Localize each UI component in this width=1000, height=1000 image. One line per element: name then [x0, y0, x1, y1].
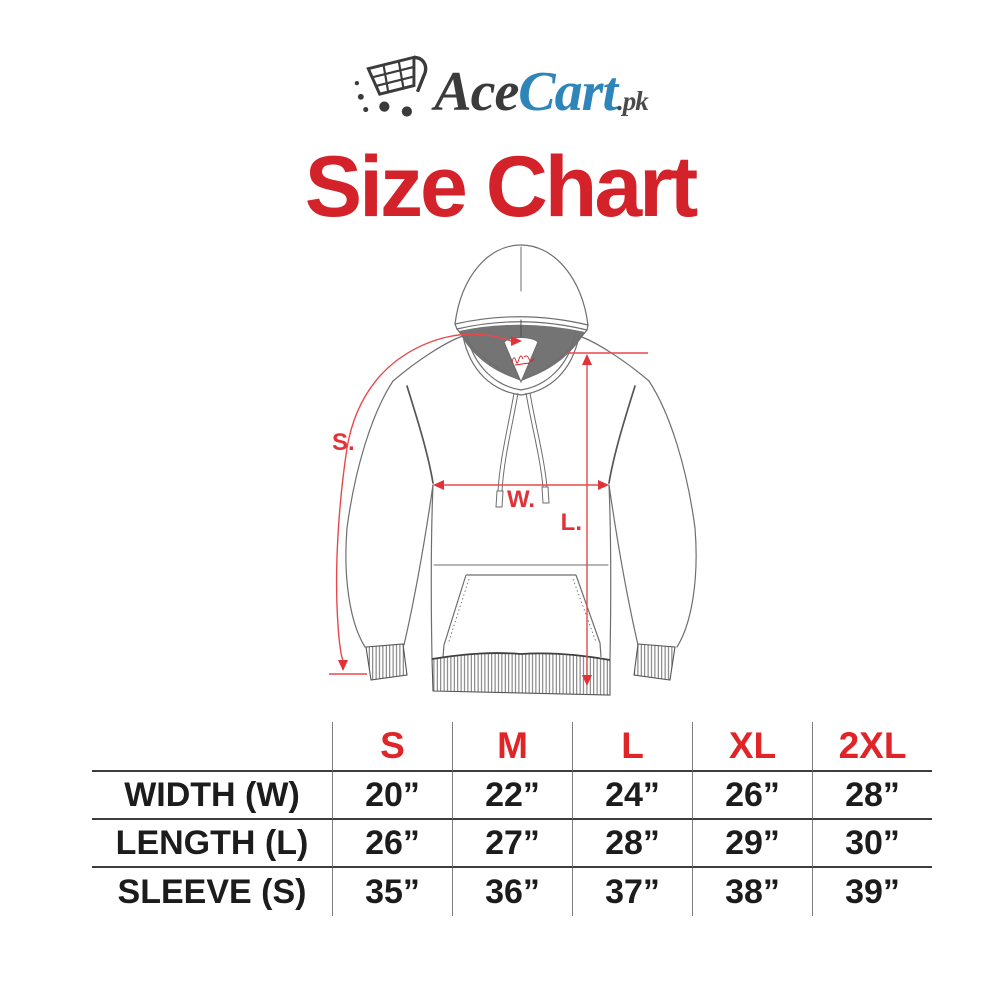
table-corner-cell [92, 722, 332, 772]
right-sleeve [648, 380, 697, 648]
left-sleeve [345, 380, 394, 648]
brand-tld: .pk [617, 86, 649, 116]
length-l: 28” [572, 820, 692, 868]
sleeve-m: 36” [452, 868, 572, 916]
length-s: 26” [332, 820, 452, 868]
page-title: Size Chart [304, 139, 699, 235]
brand-logo: AceCart.pk [0, 40, 1000, 120]
width-measurement: W. [433, 480, 609, 513]
ribbed-hem-cuffs [365, 643, 676, 696]
width-label: W. [507, 486, 535, 513]
col-header-s: S [332, 722, 452, 772]
col-header-2xl: 2XL [812, 722, 932, 772]
hood [454, 244, 589, 396]
width-xl: 26” [692, 772, 812, 820]
brand-cart: Cart [518, 61, 618, 123]
width-2xl: 28” [812, 772, 932, 820]
sleeve-measurement: S. [329, 333, 522, 675]
brand-tag [511, 355, 535, 366]
length-label: L. [561, 509, 582, 536]
sleeve-label: S. [332, 429, 355, 456]
sleeve-2xl: 39” [812, 868, 932, 916]
width-l: 24” [572, 772, 692, 820]
kangaroo-pocket [442, 574, 602, 658]
row-label-length: LENGTH (L) [92, 820, 332, 868]
length-xl: 29” [692, 820, 812, 868]
width-s: 20” [332, 772, 452, 820]
length-measurement: L. [561, 352, 648, 686]
col-header-l: L [572, 722, 692, 772]
size-table: S M L XL 2XL WIDTH (W) 20” 22” 24” 26” 2… [92, 722, 932, 916]
row-label-sleeve: SLEEVE (S) [117, 872, 307, 911]
brand-ace: Ace [434, 61, 519, 123]
col-header-xl: XL [692, 722, 812, 772]
brand-wordmark: AceCart.pk [434, 61, 649, 123]
sleeve-xl: 38” [692, 868, 812, 916]
hoodie-measurement-diagram: S. W. L. [329, 244, 697, 696]
hoodie-body [345, 335, 697, 660]
drawstrings [495, 392, 550, 508]
length-m: 27” [452, 820, 572, 868]
shopping-cart-icon [354, 55, 428, 117]
width-m: 22” [452, 772, 572, 820]
length-2xl: 30” [812, 820, 932, 868]
col-header-m: M [452, 722, 572, 772]
row-label-width: WIDTH (W) [92, 772, 332, 820]
sleeve-s: 35” [332, 868, 452, 916]
sleeve-l: 37” [572, 868, 692, 916]
